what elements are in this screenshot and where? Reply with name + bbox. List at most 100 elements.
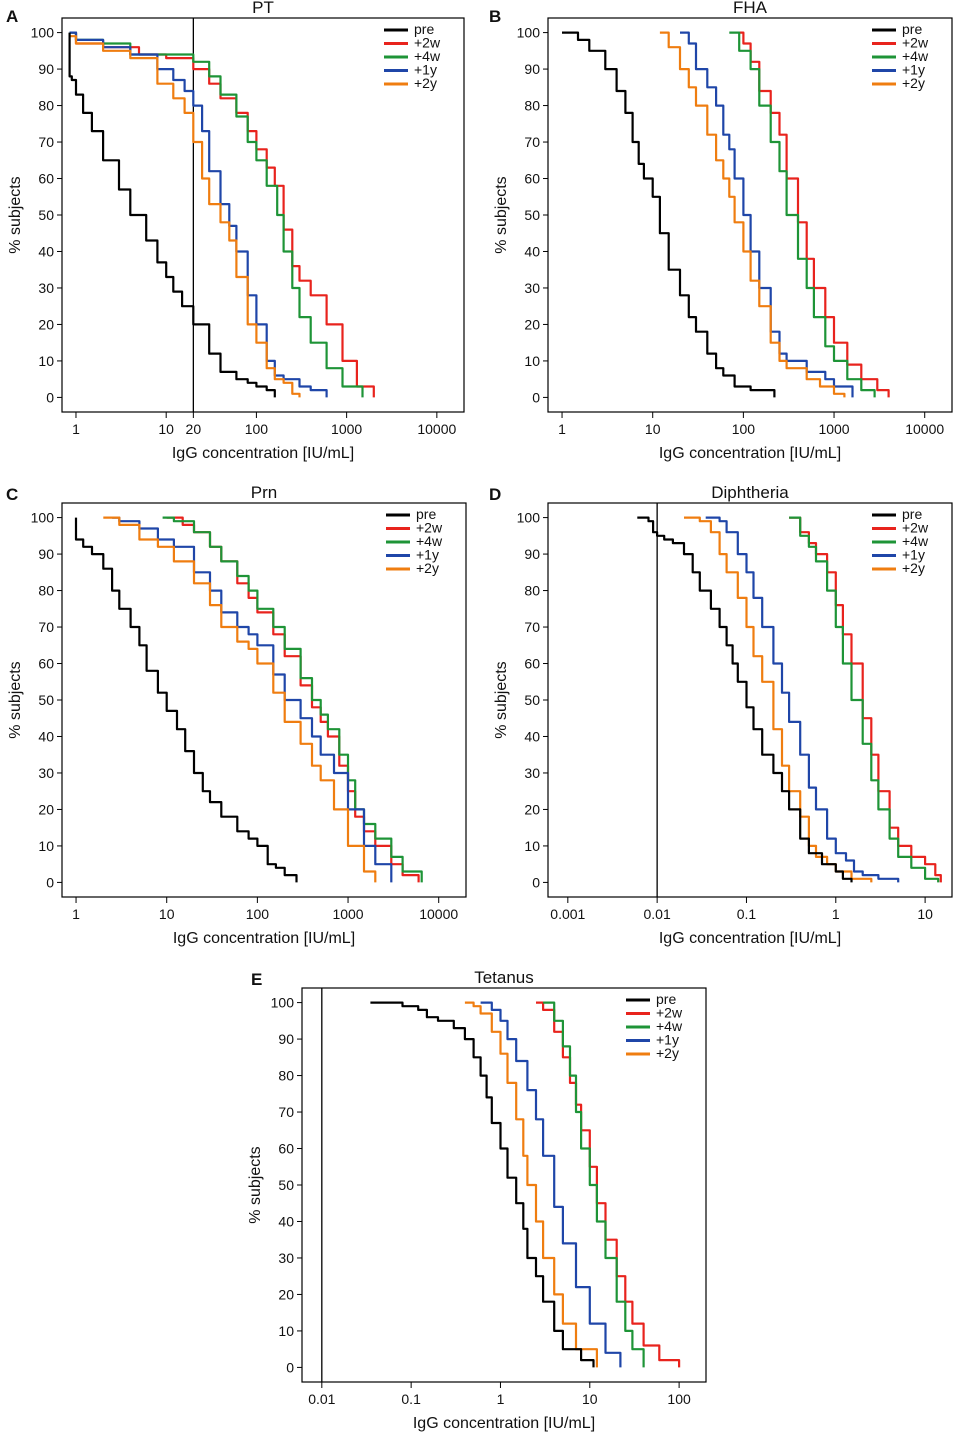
x-tick-label: 100 — [245, 421, 269, 437]
legend-label: +1y — [656, 1032, 679, 1048]
y-tick-label: 60 — [38, 656, 54, 672]
x-tick-label: 1 — [72, 906, 80, 922]
series-line-plus-4w — [162, 516, 423, 883]
x-tick-label: 1000 — [332, 906, 363, 922]
y-axis-label: % subjects — [493, 176, 510, 253]
legend-label: +2y — [656, 1045, 679, 1061]
x-axis-label: IgG concentration [IU/mL] — [659, 930, 841, 947]
x-tick-label: 10 — [582, 1391, 598, 1407]
series-line-plus-2w — [739, 31, 890, 398]
y-tick-label: 90 — [38, 546, 54, 562]
y-tick-label: 40 — [38, 728, 54, 744]
y-axis-label: % subjects — [247, 1146, 264, 1223]
series-line-plus-2w — [71, 31, 375, 398]
legend-label: +4w — [902, 533, 929, 549]
y-tick-label: 0 — [46, 874, 54, 890]
y-tick-label: 90 — [38, 61, 54, 77]
plot-frame — [61, 17, 465, 413]
x-tick-label: 0.001 — [550, 906, 585, 922]
y-axis-label: % subjects — [7, 176, 24, 253]
legend-label: +1y — [416, 547, 439, 563]
x-tick-label: 100 — [667, 1391, 691, 1407]
y-tick-label: 0 — [286, 1359, 294, 1375]
y-tick-label: 70 — [38, 619, 54, 635]
series-line-plus-2y — [464, 1001, 598, 1368]
x-tick-label: 1 — [832, 906, 840, 922]
y-tick-label: 90 — [278, 1031, 294, 1047]
series-line-plus-2y — [684, 516, 873, 883]
legend-label: +1y — [902, 62, 925, 78]
series-line-plus-4w — [69, 31, 364, 398]
legend-label: +2w — [416, 520, 443, 536]
chart-title: PT — [252, 0, 274, 17]
series-line-plus-2y — [69, 35, 301, 398]
panel-letter: E — [251, 970, 262, 989]
y-tick-label: 10 — [38, 838, 54, 854]
panel-letter: D — [489, 485, 501, 504]
y-tick-label: 70 — [524, 619, 540, 635]
panel-letter: C — [6, 485, 18, 504]
y-tick-label: 30 — [278, 1250, 294, 1266]
legend-label: +4w — [414, 48, 441, 64]
y-tick-label: 30 — [38, 765, 54, 781]
chart-title: FHA — [733, 0, 768, 17]
legend-label: pre — [416, 506, 436, 522]
legend-label: +4w — [656, 1018, 683, 1034]
legend-label: +2w — [902, 35, 929, 51]
y-tick-label: 100 — [517, 510, 541, 526]
x-tick-label: 1000 — [331, 421, 362, 437]
y-tick-label: 80 — [524, 583, 540, 599]
series-line-plus-4w — [789, 516, 940, 883]
chart-title: Diphtheria — [711, 483, 789, 502]
y-tick-label: 100 — [31, 510, 55, 526]
y-tick-label: 80 — [38, 583, 54, 599]
y-tick-label: 70 — [278, 1104, 294, 1120]
x-tick-label: 20 — [186, 421, 202, 437]
x-tick-label: 100 — [246, 906, 270, 922]
y-tick-label: 70 — [524, 134, 540, 150]
panel-letter: A — [6, 7, 18, 26]
x-tick-label: 1 — [497, 1391, 505, 1407]
y-tick-label: 50 — [524, 207, 540, 223]
y-tick-label: 100 — [271, 995, 295, 1011]
series-line-plus-1y — [112, 516, 393, 883]
legend-label: +2y — [902, 75, 925, 91]
series-line-pre — [74, 517, 298, 883]
series-line-pre — [562, 31, 776, 398]
x-tick-label: 10 — [917, 906, 933, 922]
y-tick-label: 10 — [278, 1323, 294, 1339]
chart-title: Tetanus — [474, 968, 534, 987]
x-tick-label: 0.01 — [308, 1391, 335, 1407]
y-tick-label: 40 — [38, 243, 54, 259]
legend-label: +2y — [416, 560, 439, 576]
x-axis-label: IgG concentration [IU/mL] — [659, 445, 841, 462]
legend-label: +2w — [414, 35, 441, 51]
series-line-plus-2y — [659, 31, 846, 398]
y-tick-label: 60 — [278, 1141, 294, 1157]
series-line-plus-1y — [480, 1001, 622, 1368]
x-tick-label: 10000 — [417, 421, 456, 437]
x-tick-label: 0.1 — [737, 906, 757, 922]
y-tick-label: 20 — [278, 1286, 294, 1302]
x-tick-label: 10 — [645, 421, 661, 437]
y-tick-label: 20 — [524, 316, 540, 332]
legend-label: pre — [656, 991, 676, 1007]
series-line-plus-1y — [69, 31, 328, 398]
plot-frame — [301, 987, 707, 1383]
y-tick-label: 50 — [524, 692, 540, 708]
y-tick-label: 20 — [524, 801, 540, 817]
y-tick-label: 50 — [38, 692, 54, 708]
x-tick-label: 10 — [158, 421, 174, 437]
legend-label: +2y — [414, 75, 437, 91]
y-tick-label: 20 — [38, 316, 54, 332]
x-tick-label: 100 — [732, 421, 756, 437]
x-axis-label: IgG concentration [IU/mL] — [173, 930, 355, 947]
x-tick-label: 10000 — [905, 421, 944, 437]
y-tick-label: 40 — [278, 1213, 294, 1229]
y-tick-label: 100 — [517, 25, 541, 41]
y-tick-label: 10 — [524, 838, 540, 854]
legend-label: pre — [902, 506, 922, 522]
